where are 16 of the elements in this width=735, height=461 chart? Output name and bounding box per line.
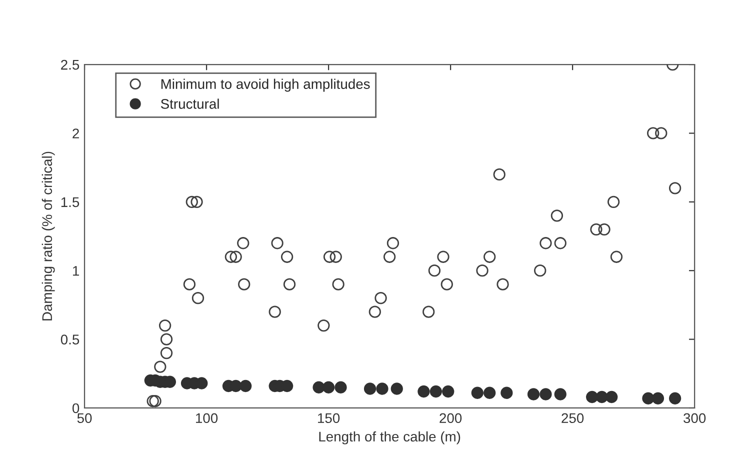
y-axis-title: Damping ratio (% of critical) — [42, 152, 55, 320]
x-tick-label: 50 — [77, 413, 92, 424]
y-tick-label: 0 — [72, 403, 80, 414]
x-tick-label: 200 — [440, 413, 462, 424]
legend-label: Structural — [160, 98, 219, 109]
x-tick-label: 250 — [562, 413, 584, 424]
y-tick-label: 0.5 — [60, 334, 80, 344]
y-tick-label: 1.5 — [61, 197, 80, 208]
x-axis-title: Length of the cable (m) — [319, 431, 460, 444]
y-tick-label: 2 — [72, 128, 79, 138]
x-tick-label: 100 — [196, 413, 218, 424]
y-tick-label: 1 — [73, 266, 79, 276]
x-tick-label: 150 — [318, 413, 340, 424]
legend-label: Minimum to avoid high amplitudes — [161, 78, 370, 92]
x-tick-label: 300 — [684, 413, 706, 424]
y-tick-label: 2.5 — [61, 60, 80, 70]
